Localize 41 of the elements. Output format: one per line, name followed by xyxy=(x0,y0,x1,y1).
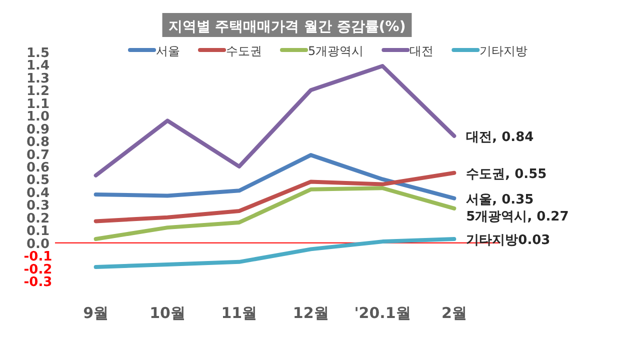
y-tick-label: 0.0 xyxy=(26,236,50,252)
y-tick-label: 1.1 xyxy=(26,96,50,112)
y-tick-label: 0.2 xyxy=(26,211,50,226)
line-series xyxy=(94,153,456,200)
y-tick-label: 0.4 xyxy=(26,186,50,201)
legend-label: 서울 xyxy=(156,44,180,58)
data-label: 5개광역시, 0.27 xyxy=(466,209,569,224)
x-tick-label: 2월 xyxy=(441,304,467,322)
chart-title: 지역별 주택매매가격 월간 증감률(%) xyxy=(168,19,406,35)
y-tick-label: 1.4 xyxy=(26,58,50,74)
x-tick-label: '20.1월 xyxy=(354,304,411,322)
y-tick-label: 0.3 xyxy=(26,198,50,214)
data-label: 기타지방0.03 xyxy=(466,233,550,248)
line-series xyxy=(94,186,456,242)
y-tick-label: 0.9 xyxy=(26,122,50,138)
y-tick-label: 1.3 xyxy=(26,71,50,86)
data-label: 수도권, 0.55 xyxy=(466,166,547,182)
y-tick-label: -0.3 xyxy=(24,275,52,290)
line-series xyxy=(94,64,456,178)
y-tick-label: 1.5 xyxy=(26,46,50,61)
y-tick-label: 0.6 xyxy=(26,160,50,176)
y-tick-label: 0.1 xyxy=(26,224,50,240)
y-tick-label: 0.8 xyxy=(26,135,50,150)
data-label: 대전, 0.84 xyxy=(466,130,534,145)
y-tick-label: -0.1 xyxy=(24,250,52,265)
x-tick-label: 10월 xyxy=(150,304,186,322)
line-series xyxy=(94,237,456,270)
x-tick-label: 11월 xyxy=(221,304,258,322)
x-tick-label: 9월 xyxy=(83,304,109,322)
legend-label: 대전 xyxy=(410,44,434,58)
y-tick-label: 0.5 xyxy=(26,173,50,188)
legend-label: 기타지방 xyxy=(480,44,528,58)
legend-label: 5개광역시 xyxy=(308,44,364,58)
y-tick-label: 1.2 xyxy=(26,84,50,100)
y-tick-label: 0.7 xyxy=(26,148,50,163)
x-tick-label: 12월 xyxy=(292,304,329,322)
y-tick-label: -0.2 xyxy=(24,262,52,278)
legend-label: 수도권 xyxy=(226,44,262,58)
y-tick-label: 1.0 xyxy=(26,110,50,125)
data-label: 서울, 0.35 xyxy=(466,192,534,208)
line-series xyxy=(94,170,456,224)
